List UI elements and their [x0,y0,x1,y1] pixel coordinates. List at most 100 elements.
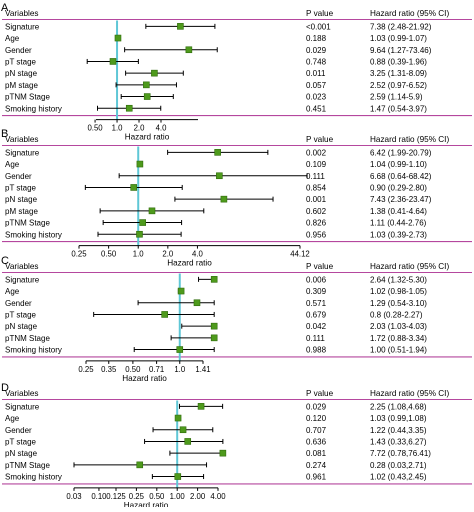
p-value: 0.057 [306,81,327,90]
hazard-ratio-text: 1.47 (0.54-3.97) [370,104,427,113]
variable-label: Age [5,160,20,169]
variable-label: Signature [5,22,40,31]
x-tick-label: 0.35 [101,365,117,374]
p-value: 0.011 [306,69,326,78]
x-tick-label: 0.50 [149,492,165,501]
p-value: 0.602 [306,207,327,216]
variable-label: pN stage [5,322,38,331]
x-axis-title: Hazard ratio [124,501,169,507]
p-value: 0.111 [306,172,325,181]
p-value: 0.274 [306,461,327,470]
hr-marker [136,230,143,238]
x-tick-label: 1.0 [174,365,186,374]
x-tick-label: 0.25 [71,250,87,259]
table-row: Age 0.188 1.03 (0.99-1.07) [5,34,427,43]
table-row: Smoking history 0.988 1.00 (0.51-1.94) [5,346,427,355]
variable-label: Age [5,34,20,43]
p-value: 0.109 [306,160,327,169]
variable-label: pTNM Stage [5,334,50,343]
p-value: 0.029 [306,402,327,411]
table-row: Gender 0.707 1.22 (0.44,3.35) [5,426,427,435]
table-row: Signature 0.002 6.42 (1.99-20.79) [5,148,432,157]
variable-label: pN stage [5,195,38,204]
variable-label: Gender [5,172,32,181]
variable-label: pM stage [5,207,38,216]
hr-marker [139,219,146,226]
x-tick-label: 0.03 [66,492,81,501]
variable-label: pM stage [5,81,38,90]
table-row: Smoking history 0.961 1.02 (0.43,2.45) [5,473,427,482]
variable-label: pTNM Stage [5,461,50,470]
panel-label: D [1,382,9,394]
hazard-ratio-text: 7.38 (2.48-21.92) [370,22,432,31]
x-tick-label: 44.12 [290,250,310,259]
header-p-value: P value [306,389,334,398]
p-value: 0.023 [306,93,327,102]
variable-label: Age [5,414,20,423]
variable-label: Gender [5,426,32,435]
hazard-ratio-text: 0.88 (0.39-1.96) [370,57,427,66]
hazard-ratio-text: 1.03 (0.39-2.73) [370,230,427,239]
hazard-ratio-text: 1.38 (0.41-4.64) [370,207,427,216]
x-tick-label: 2.0 [134,124,146,133]
p-value: 0.826 [306,219,327,228]
table-row: pTNM Stage 0.826 1.11 (0.44-2.76) [5,219,427,228]
header-variables: Variables [5,135,39,144]
p-value: 0.636 [306,437,327,446]
p-value: 0.006 [306,275,327,284]
table-row: pM stage 0.602 1.38 (0.41-4.64) [5,207,427,216]
x-tick-label: 4.0 [156,124,168,133]
panel-label: B [1,128,8,140]
hr-marker [210,322,218,330]
p-value: 0.120 [306,414,327,423]
variable-label: pT stage [5,57,37,66]
x-tick-label: 1.0 [112,124,124,133]
hr-marker [193,299,201,307]
variable-label: pT stage [5,310,37,319]
hr-marker [176,346,184,353]
header-hazard-ratio: Hazard ratio (95% CI) [370,9,449,18]
p-value: 0.679 [306,310,327,319]
hazard-ratio-text: 2.03 (1.03-4.03) [370,322,427,331]
hazard-ratio-text: 1.00 (0.51-1.94) [370,346,427,355]
header-hazard-ratio: Hazard ratio (95% CI) [370,262,449,271]
hazard-ratio-text: 1.03 (0.99,1.08) [370,414,427,423]
header-hazard-ratio: Hazard ratio (95% CI) [370,135,449,144]
hazard-ratio-text: 1.11 (0.44-2.76) [370,219,427,228]
variable-label: Smoking history [5,230,62,239]
p-value: 0.188 [306,34,327,43]
p-value: 0.081 [306,449,327,458]
x-tick-label: 0.25 [78,365,94,374]
x-axis-title: Hazard ratio [167,259,212,268]
table-row: Signature <0.001 7.38 (2.48-21.92) [5,22,432,31]
hazard-ratio-text: 6.42 (1.99-20.79) [370,148,432,157]
hazard-ratio-text: 0.8 (0.28-2.27) [370,310,423,319]
x-tick-label: 0.50 [87,124,103,133]
hr-marker [210,276,218,283]
variable-label: Smoking history [5,473,62,482]
hr-marker [151,69,158,77]
hr-marker [109,58,117,65]
x-tick-label: 0.71 [149,365,164,374]
header-hazard-ratio: Hazard ratio (95% CI) [370,389,449,398]
variable-label: pN stage [5,69,38,78]
hazard-ratio-text: 1.04 (0.99-1.10) [370,160,427,169]
p-value: 0.309 [306,287,327,296]
hazard-ratio-text: 7.43 (2.36-23.47) [370,195,432,204]
table-row: pN stage 0.011 3.25 (1.31-8.09) [5,69,427,78]
hazard-ratio-text: 3.25 (1.31-8.09) [370,69,427,78]
hr-marker [177,23,184,30]
table-row: pT stage 0.854 0.90 (0.29-2.80) [5,183,427,192]
variable-label: Gender [5,299,32,308]
table-row: pTNM Stage 0.023 2.59 (1.14-5.9) [5,93,423,102]
hr-marker [177,287,185,295]
header-variables: Variables [5,389,39,398]
p-value: 0.042 [306,322,327,331]
hr-marker [214,149,221,156]
variable-label: pTNM Stage [5,93,50,102]
hazard-ratio-text: 1.72 (0.88-3.34) [370,334,427,343]
hr-marker [184,438,192,445]
table-row: pN stage 0.081 7.72 (0.78,76.41) [5,449,431,458]
